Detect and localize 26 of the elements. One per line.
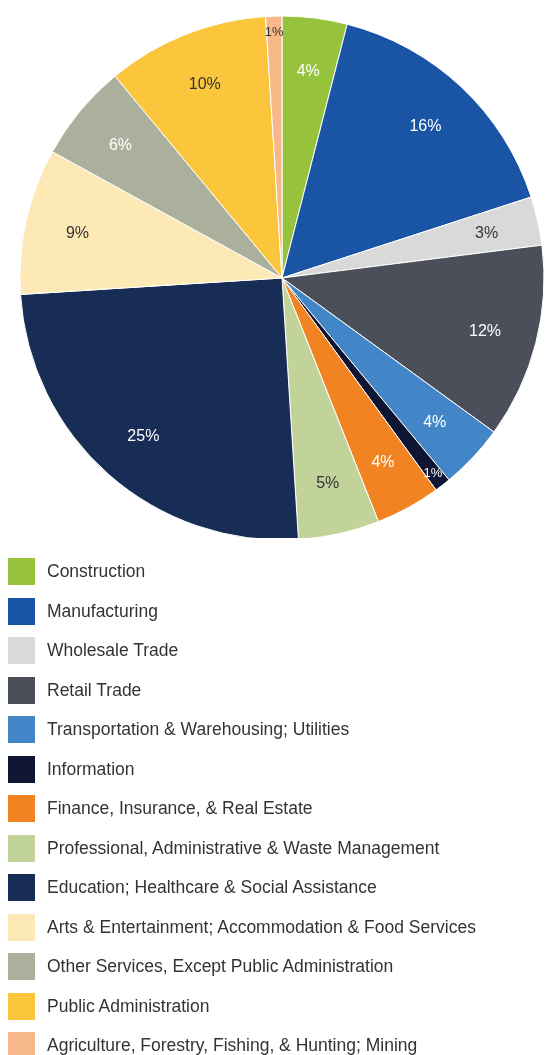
legend-label: Information xyxy=(47,758,135,780)
data-label: 25% xyxy=(127,426,160,444)
data-label: 4% xyxy=(296,61,320,79)
legend-label: Retail Trade xyxy=(47,679,142,701)
legend-label: Arts & Entertainment; Accommodation & Food Services xyxy=(47,916,476,938)
legend-label: Public Administration xyxy=(47,995,210,1017)
legend-label: Transportation & Warehousing; Utilities xyxy=(47,719,350,741)
legend-label: Manufacturing xyxy=(47,600,158,622)
legend-label: Agriculture, Forestry, Fishing, & Hunting; Mining xyxy=(47,1035,418,1055)
data-label: 12% xyxy=(469,321,502,339)
data-label: 1% xyxy=(264,24,285,40)
data-label: 5% xyxy=(316,474,340,492)
data-label: 6% xyxy=(108,135,133,153)
data-label: 1% xyxy=(423,465,443,481)
data-label: 3% xyxy=(474,223,499,241)
legend-label: Professional, Administrative & Waste Management xyxy=(47,837,440,859)
data-label: 4% xyxy=(371,453,395,471)
legend-label: Wholesale Trade xyxy=(47,640,179,662)
data-label: 4% xyxy=(423,412,447,430)
data-label: 9% xyxy=(65,223,90,241)
legend-label: Construction xyxy=(47,561,146,583)
legend-label: Education; Healthcare & Social Assistance xyxy=(47,877,377,899)
data-label: 16% xyxy=(409,116,442,134)
legend-label: Finance, Insurance, & Real Estate xyxy=(47,798,313,820)
legend-label: Other Services, Except Public Administration xyxy=(47,956,394,978)
data-label: 10% xyxy=(188,74,221,92)
